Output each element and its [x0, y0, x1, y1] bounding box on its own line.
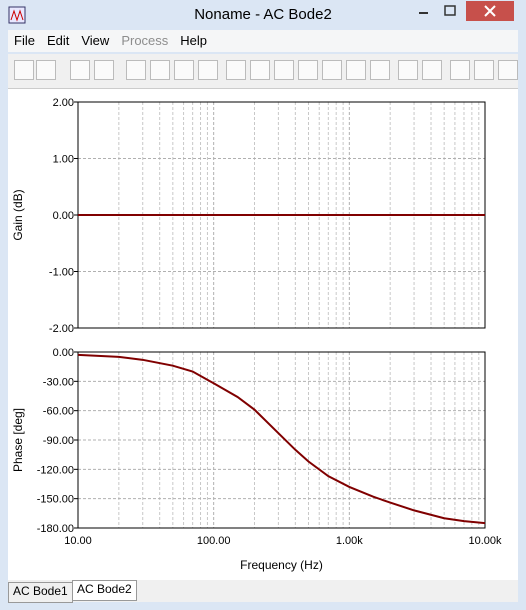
toolbar-button[interactable] — [150, 60, 170, 80]
toolbar-button[interactable] — [126, 60, 146, 80]
toolbar-button[interactable] — [94, 60, 114, 80]
toolbar — [8, 54, 518, 89]
toolbar-button[interactable] — [498, 60, 518, 80]
y-tick-label: -30.00 — [43, 376, 74, 388]
menu-bar: File Edit View Process Help — [8, 30, 518, 52]
menu-item[interactable]: Help — [180, 33, 208, 48]
tab-bar: AC Bode1 AC Bode2 — [8, 580, 518, 603]
title-bar: Noname - AC Bode2 — [0, 0, 526, 30]
toolbar-button[interactable] — [370, 60, 390, 80]
toolbar-button[interactable] — [70, 60, 90, 80]
y-tick-label: -60.00 — [43, 406, 74, 418]
close-button[interactable] — [466, 1, 514, 21]
y-tick-label: 1.00 — [53, 154, 74, 166]
chart-area: 2.00 1.00 0.00 -1.00 -2.00 Gain (dB) 10.00 100.… — [8, 89, 518, 580]
toolbar-button[interactable] — [36, 60, 56, 80]
y-tick-label: 2.00 — [53, 97, 74, 109]
plot-frame — [77, 351, 486, 529]
y-tick-label: -2.00 — [49, 323, 74, 335]
toolbar-button[interactable] — [474, 60, 494, 80]
toolbar-button[interactable] — [198, 60, 218, 80]
toolbar-button[interactable] — [422, 60, 442, 80]
tab[interactable]: AC Bode1 — [8, 582, 73, 603]
y-axis-label: Gain (dB) — [11, 189, 25, 240]
window-title: Noname - AC Bode2 — [194, 6, 332, 23]
data-line — [77, 353, 486, 525]
x-tick-label: 1.00k — [336, 535, 363, 547]
x-tick-label: 10.00k — [468, 535, 502, 547]
y-tick-label: 0.00 — [53, 210, 74, 222]
y-tick-label: -150.00 — [37, 494, 74, 506]
y-tick-label: -180.00 — [37, 523, 74, 535]
y-tick-label: -1.00 — [49, 267, 74, 279]
toolbar-button[interactable] — [14, 60, 34, 80]
y-axis-label: Phase [deg] — [11, 408, 25, 472]
menu-item[interactable]: View — [81, 33, 110, 48]
x-tick-label: 10.00 — [64, 535, 92, 547]
toolbar-button[interactable] — [346, 60, 366, 80]
minimize-button[interactable] — [410, 1, 437, 21]
menu-item[interactable]: Process — [121, 33, 169, 48]
toolbar-button[interactable] — [174, 60, 194, 80]
y-tick-label: -120.00 — [37, 464, 74, 476]
menu-item[interactable]: File — [14, 33, 35, 48]
tab[interactable]: AC Bode2 — [72, 580, 137, 601]
toolbar-button[interactable] — [398, 60, 418, 80]
toolbar-button[interactable] — [298, 60, 318, 80]
y-tick-label: 0.00 — [53, 347, 74, 359]
app-icon — [8, 6, 26, 24]
chart: 2.00 1.00 0.00 -1.00 -2.00 Gain (dB) 10.00 100.… — [11, 97, 502, 572]
toolbar-button[interactable] — [250, 60, 270, 80]
x-tick-label: 100.00 — [197, 535, 231, 547]
toolbar-button[interactable] — [450, 60, 470, 80]
toolbar-button[interactable] — [322, 60, 342, 80]
menu-item[interactable]: Edit — [46, 33, 70, 48]
maximize-button[interactable] — [437, 1, 464, 21]
toolbar-button[interactable] — [274, 60, 294, 80]
x-axis-label: Frequency (Hz) — [240, 558, 323, 572]
y-tick-label: -90.00 — [43, 435, 74, 447]
toolbar-button[interactable] — [226, 60, 246, 80]
